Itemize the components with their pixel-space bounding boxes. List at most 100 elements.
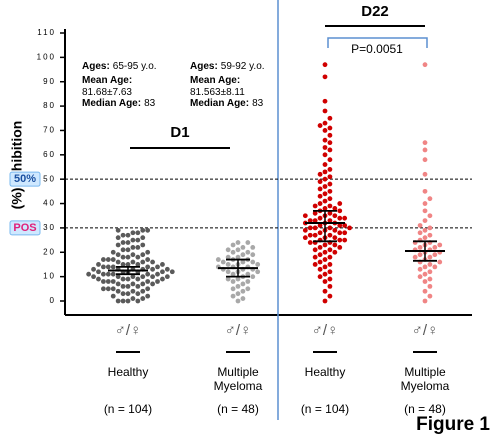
group-label: Multiple: [404, 365, 446, 379]
data-point: [317, 215, 323, 221]
data-point: [422, 279, 428, 284]
data-point: [235, 254, 241, 260]
data-point: [417, 230, 423, 236]
sex-symbol: ♂/♀: [312, 322, 339, 339]
data-point: [432, 264, 438, 270]
data-point: [322, 137, 328, 143]
group-n: (n = 104): [104, 402, 152, 416]
data-point: [422, 288, 428, 294]
data-point: [412, 254, 418, 260]
data-point: [317, 179, 323, 185]
data-point: [101, 279, 106, 284]
data-point: [86, 271, 92, 277]
data-point: [422, 188, 428, 194]
data-point: [422, 235, 428, 241]
data-point: [130, 274, 136, 280]
annotation-label: Mean Age:: [190, 75, 240, 86]
group-label: Myeloma: [401, 379, 450, 393]
data-point: [150, 266, 156, 272]
data-point: [327, 203, 333, 209]
data-point: [317, 230, 323, 236]
data-point: [337, 223, 343, 228]
y-tick-label: 0: [50, 296, 56, 305]
data-point: [322, 152, 328, 158]
data-point: [230, 286, 236, 292]
group-label: Multiple: [217, 365, 259, 379]
data-point: [130, 288, 136, 294]
data-point: [422, 201, 428, 206]
data-point: [245, 240, 251, 245]
data-point: [150, 259, 156, 265]
y-tick-label: 80: [43, 101, 56, 110]
data-point: [332, 213, 338, 219]
data-point: [327, 247, 333, 253]
data-point: [432, 245, 438, 250]
group-label: Healthy: [305, 365, 346, 379]
data-point: [140, 281, 146, 287]
data-point: [115, 252, 121, 258]
data-point: [140, 274, 146, 280]
data-point: [322, 176, 328, 182]
data-point: [307, 240, 313, 245]
reference-badge: [9, 220, 41, 236]
data-point: [96, 269, 101, 275]
data-point: [235, 247, 241, 253]
data-point: [125, 232, 131, 238]
data-point: [322, 169, 328, 175]
annotation: Median Age: 83: [82, 98, 156, 109]
data-point: [327, 276, 333, 282]
data-point: [125, 254, 131, 260]
data-point: [155, 279, 160, 284]
data-point: [327, 132, 333, 138]
annotation-label: Median Age:: [82, 98, 141, 109]
data-point: [317, 193, 323, 199]
data-point: [322, 74, 328, 80]
data-point: [322, 242, 328, 248]
data-point: [327, 232, 333, 238]
data-point: [135, 276, 141, 282]
data-point: [322, 264, 328, 270]
data-point: [327, 188, 333, 194]
data-point: [115, 227, 121, 233]
y-tick-label: 10: [43, 272, 56, 281]
data-point: [110, 264, 116, 270]
data-point: [110, 293, 116, 299]
data-point: [245, 249, 251, 255]
data-point: [312, 262, 318, 267]
data-point: [101, 264, 106, 270]
data-point: [427, 196, 433, 202]
data-point: [135, 254, 141, 260]
data-point: [120, 232, 126, 238]
figure-label: Figure 1: [416, 414, 490, 435]
data-point: [225, 247, 231, 253]
data-point: [140, 252, 146, 258]
data-point: [130, 259, 136, 265]
data-point: [327, 196, 333, 202]
data-point: [327, 218, 333, 224]
data-point: [110, 249, 116, 255]
data-point: [322, 120, 328, 126]
data-point: [240, 281, 246, 287]
data-point: [120, 291, 126, 297]
data-point: [317, 201, 323, 206]
data-point: [322, 62, 328, 68]
annotation: Ages: 59-92 y.o.: [190, 61, 265, 72]
data-point: [105, 257, 111, 262]
data-point: [145, 264, 151, 270]
data-point: [317, 266, 323, 272]
data-point: [332, 206, 338, 211]
annotation-label: Mean Age:: [82, 75, 132, 86]
data-point: [240, 245, 246, 250]
data-point: [125, 240, 131, 245]
data-point: [164, 274, 170, 280]
annotation-value: 59-92 y.o.: [221, 61, 265, 72]
data-point: [317, 259, 323, 265]
data-point: [302, 227, 308, 233]
data-point: [150, 281, 156, 287]
data-point: [250, 245, 256, 250]
data-point: [225, 269, 231, 275]
data-point: [427, 225, 433, 231]
data-point: [327, 262, 333, 267]
data-point: [140, 288, 146, 294]
y-tick-label: 20: [43, 247, 56, 256]
